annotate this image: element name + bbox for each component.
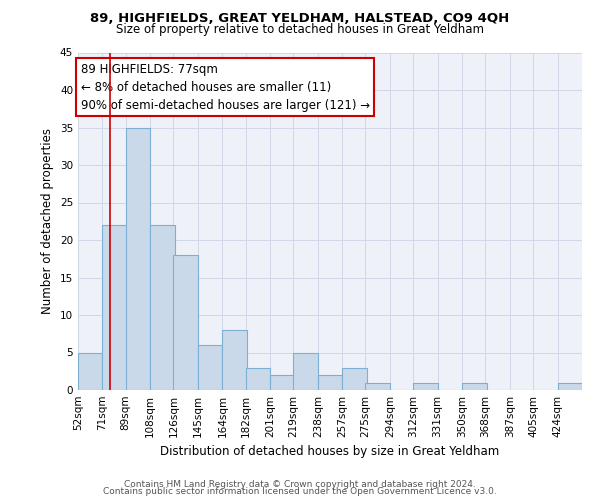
Bar <box>223 330 247 390</box>
X-axis label: Distribution of detached houses by size in Great Yeldham: Distribution of detached houses by size … <box>160 446 500 458</box>
Bar <box>198 345 223 390</box>
Bar <box>270 375 295 390</box>
Bar <box>413 382 437 390</box>
Bar <box>150 225 175 390</box>
Bar <box>365 382 390 390</box>
Text: 89 HIGHFIELDS: 77sqm
← 8% of detached houses are smaller (11)
90% of semi-detach: 89 HIGHFIELDS: 77sqm ← 8% of detached ho… <box>80 62 370 112</box>
Bar <box>103 225 127 390</box>
Text: Contains HM Land Registry data © Crown copyright and database right 2024.: Contains HM Land Registry data © Crown c… <box>124 480 476 489</box>
Bar <box>245 368 270 390</box>
Y-axis label: Number of detached properties: Number of detached properties <box>41 128 55 314</box>
Bar <box>318 375 342 390</box>
Bar <box>173 255 198 390</box>
Bar <box>342 368 367 390</box>
Text: Size of property relative to detached houses in Great Yeldham: Size of property relative to detached ho… <box>116 22 484 36</box>
Bar <box>557 382 582 390</box>
Text: Contains public sector information licensed under the Open Government Licence v3: Contains public sector information licen… <box>103 487 497 496</box>
Bar <box>293 352 318 390</box>
Bar <box>462 382 487 390</box>
Text: 89, HIGHFIELDS, GREAT YELDHAM, HALSTEAD, CO9 4QH: 89, HIGHFIELDS, GREAT YELDHAM, HALSTEAD,… <box>91 12 509 26</box>
Bar <box>78 352 103 390</box>
Bar <box>125 128 150 390</box>
